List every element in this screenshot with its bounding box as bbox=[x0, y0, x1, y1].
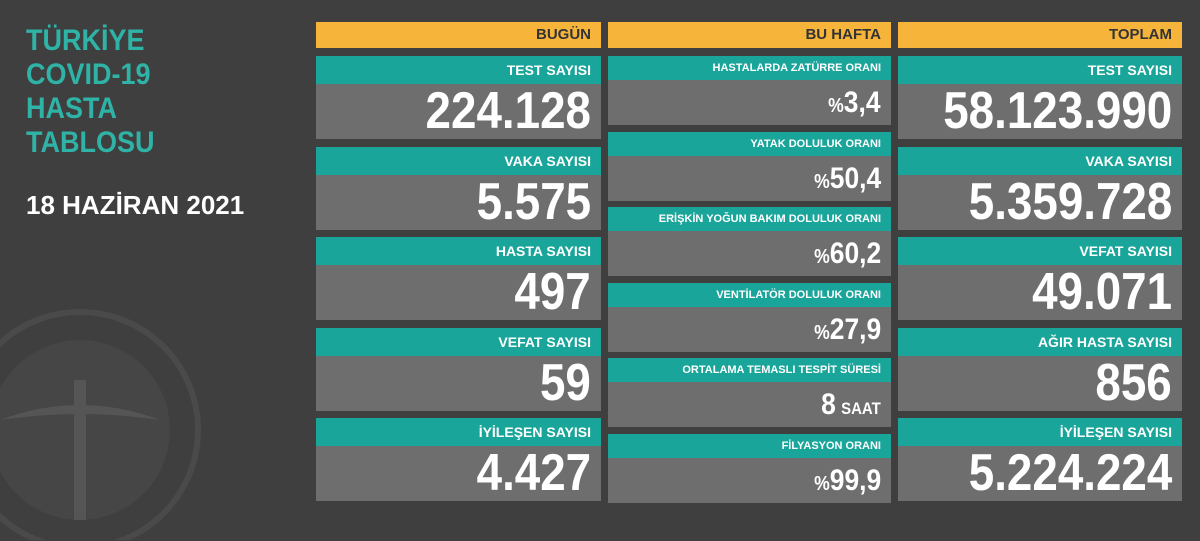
value-prefix: % bbox=[813, 170, 830, 193]
card-value: 5.224.224 bbox=[898, 446, 1182, 501]
value-text: 8 SAAT bbox=[821, 382, 881, 431]
value-number: 59 bbox=[540, 353, 591, 412]
card-value: %99,9 bbox=[608, 458, 891, 503]
emblem bbox=[0, 309, 201, 540]
value-number: 224.128 bbox=[425, 82, 591, 140]
value-text: 5.359.728 bbox=[968, 172, 1172, 231]
value-number: 58.123.990 bbox=[942, 82, 1172, 140]
value-text: %60,2 bbox=[814, 231, 881, 280]
value-number: 5.359.728 bbox=[968, 172, 1172, 231]
value-text: 856 bbox=[1095, 353, 1172, 412]
value-number: 8 bbox=[821, 388, 837, 422]
value-number: 60,2 bbox=[829, 237, 881, 271]
column-header: BUGÜN bbox=[316, 22, 601, 48]
value-text: %99,9 bbox=[814, 458, 881, 507]
value-text: %27,9 bbox=[814, 307, 881, 356]
card-value: 8 SAAT bbox=[608, 382, 891, 428]
card-value: 5.359.728 bbox=[898, 172, 1182, 231]
card-label: YATAK DOLULUK ORANI bbox=[608, 131, 891, 156]
card-value: %27,9 bbox=[608, 306, 891, 352]
title-line: HASTA bbox=[26, 92, 117, 125]
title-line: TABLOSU bbox=[26, 126, 155, 159]
column-header: TOPLAM bbox=[898, 22, 1182, 48]
value-prefix: % bbox=[813, 246, 830, 269]
card-value: %50,4 bbox=[608, 155, 891, 201]
value-number: 4.427 bbox=[476, 444, 591, 502]
value-number: 5.224.224 bbox=[968, 444, 1172, 502]
title-line: TÜRKİYE bbox=[26, 24, 145, 57]
value-text: 5.575 bbox=[476, 172, 591, 231]
card-label: TEST SAYISI bbox=[898, 56, 1182, 84]
card-label: VEFAT SAYISI bbox=[898, 237, 1182, 265]
value-number: 27,9 bbox=[829, 312, 881, 346]
card-label: VEFAT SAYISI bbox=[316, 327, 601, 356]
title-line: COVID-19 bbox=[26, 58, 151, 91]
value-text: 497 bbox=[515, 265, 591, 320]
card-label: AĞIR HASTA SAYISI bbox=[898, 327, 1182, 356]
card-label: HASTALARDA ZATÜRRE ORANI bbox=[608, 56, 891, 80]
value-number: 49.071 bbox=[1032, 263, 1172, 321]
value-prefix: % bbox=[813, 321, 830, 344]
card-value: %3,4 bbox=[608, 80, 891, 125]
card-label: HASTA SAYISI bbox=[316, 237, 601, 265]
card-value: 49.071 bbox=[898, 265, 1182, 320]
value-number: 856 bbox=[1095, 353, 1172, 412]
card-label: FİLYASYON ORANI bbox=[608, 434, 891, 458]
value-unit: SAAT bbox=[841, 399, 881, 419]
card-label: VAKA SAYISI bbox=[898, 146, 1182, 175]
value-number: 3,4 bbox=[844, 86, 881, 119]
value-number: 50,4 bbox=[829, 161, 881, 195]
value-number: 497 bbox=[514, 263, 591, 321]
column-header: BU HAFTA bbox=[608, 22, 891, 48]
card-label: İYİLEŞEN SAYISI bbox=[898, 418, 1182, 446]
card-value: 856 bbox=[898, 353, 1182, 412]
date: 18 HAZİRAN 2021 bbox=[26, 190, 245, 220]
card-label: ERİŞKİN YOĞUN BAKIM DOLULUK ORANI bbox=[608, 207, 891, 232]
card-label: VAKA SAYISI bbox=[316, 146, 601, 175]
value-number: 99,9 bbox=[829, 464, 881, 497]
value-text: 5.224.224 bbox=[968, 446, 1172, 501]
card-value: 59 bbox=[316, 353, 601, 412]
card-label: İYİLEŞEN SAYISI bbox=[316, 418, 601, 446]
card-value: %60,2 bbox=[608, 231, 891, 277]
value-prefix: % bbox=[828, 95, 845, 117]
value-text: 4.427 bbox=[476, 446, 591, 501]
card-label: ORTALAMA TEMASLI TESPİT SÜRESİ bbox=[608, 358, 891, 383]
value-text: %50,4 bbox=[814, 156, 881, 205]
value-text: 224.128 bbox=[426, 84, 591, 139]
value-prefix: % bbox=[813, 473, 830, 495]
value-text: 49.071 bbox=[1032, 265, 1172, 320]
card-label: TEST SAYISI bbox=[316, 56, 601, 84]
card-value: 58.123.990 bbox=[898, 84, 1182, 139]
card-value: 497 bbox=[316, 265, 601, 320]
value-text: 59 bbox=[540, 353, 591, 412]
value-text: %3,4 bbox=[829, 80, 881, 129]
card-label: VENTİLATÖR DOLULUK ORANI bbox=[608, 282, 891, 307]
value-text: 58.123.990 bbox=[943, 84, 1172, 139]
card-value: 5.575 bbox=[316, 172, 601, 231]
card-value: 224.128 bbox=[316, 84, 601, 139]
value-number: 5.575 bbox=[476, 172, 591, 231]
card-value: 4.427 bbox=[316, 446, 601, 501]
